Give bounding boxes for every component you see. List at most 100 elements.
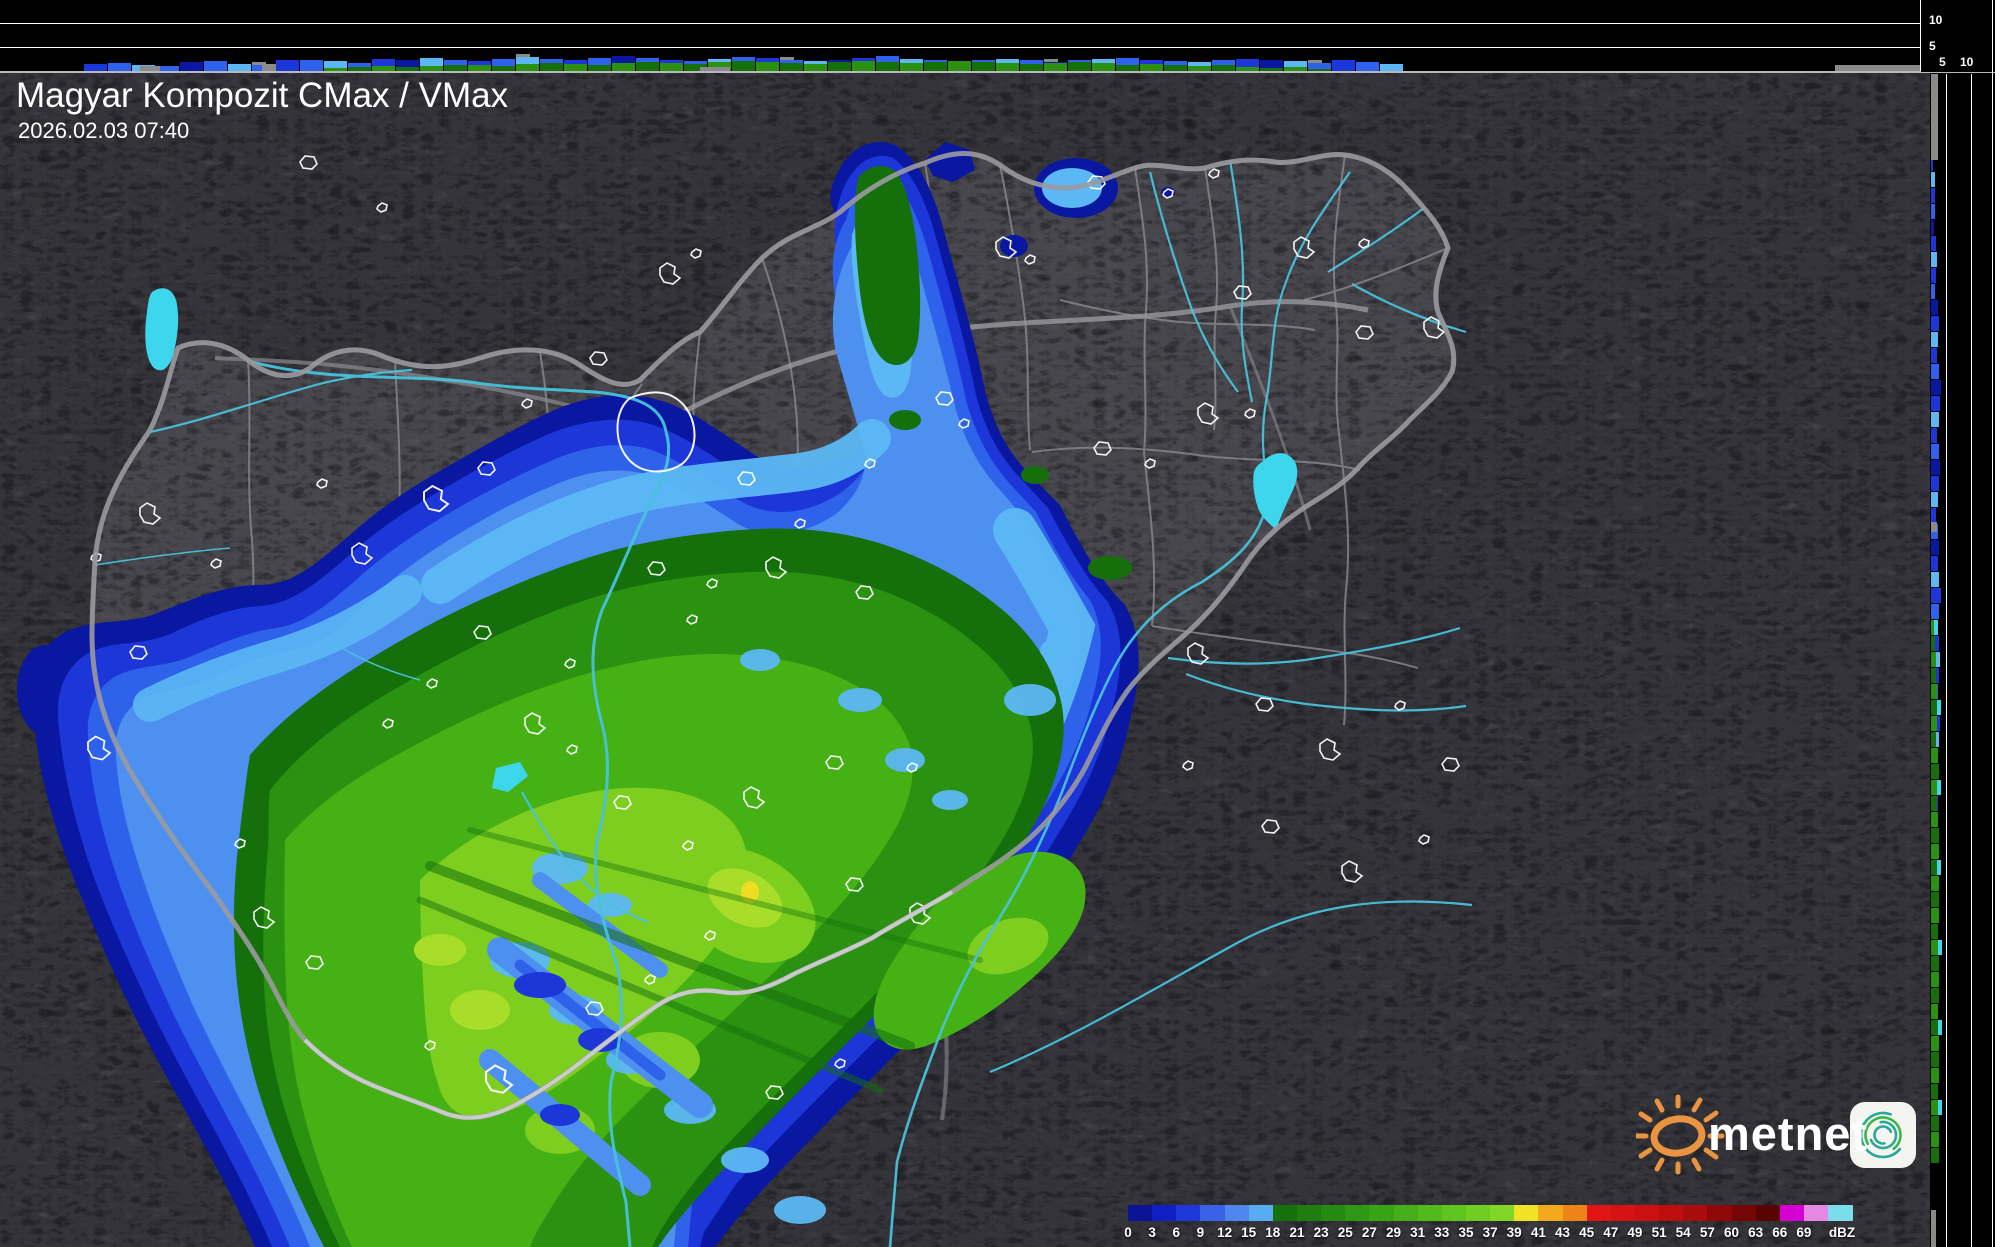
legend-swatch [1417,1205,1443,1221]
legend-tick-label: 3 [1148,1225,1156,1240]
echo-low-bar [732,61,755,71]
legend-swatch [1176,1205,1202,1221]
metnet-logo: metnet [1633,1092,1926,1176]
legend-tick-label: 31 [1410,1225,1426,1240]
legend-swatch [1779,1205,1805,1221]
terrain-blip [700,67,730,71]
echo-top-bar [1308,62,1331,71]
echo-low-bar [1931,988,1939,1003]
precipitation-field [17,142,1175,1247]
echo-top-bar [1931,508,1937,523]
echo-top-bar [1931,492,1938,507]
legend-swatch [1248,1205,1274,1221]
echo-low-bar [924,61,947,71]
echo-low-bar [1931,620,1935,635]
radar-map-canvas [0,72,1930,1247]
right-axis-tick-10: 10 [1960,55,1974,69]
legend-tick-label: 27 [1361,1225,1377,1240]
echo-low-bar [1260,67,1283,71]
legend-swatch [1393,1205,1419,1221]
legend-tick-label: 66 [1772,1225,1788,1240]
echo-top-bar [300,59,323,71]
echo-low-bar [1931,908,1939,923]
echo-low-bar [1931,1132,1939,1147]
terrain-profile-north [1931,74,1938,160]
echo-low-bar [1931,668,1936,683]
terrain-blip [262,64,276,71]
echo-top-bar [1931,172,1935,187]
echo-low-bar [1931,1100,1940,1115]
logo-graphics [1633,1094,1916,1175]
echo-top-bar [1931,284,1935,299]
echo-low-bar [1931,1116,1939,1131]
echo-low-bar [324,68,347,71]
echo-low-bar [1931,828,1939,843]
echo-low-bar [1931,1148,1940,1163]
legend-swatch [1659,1205,1684,1221]
legend-tick-label: 12 [1217,1225,1233,1240]
echo-top-bar [1931,268,1936,283]
legend-tick-label: 49 [1627,1225,1643,1240]
clutter-cap [1308,59,1322,63]
legend-tick-label: 35 [1458,1225,1474,1240]
cyan-fleck [1933,620,1938,635]
echo-low-bar [948,60,971,71]
lakes [145,288,1298,792]
echo-top-bar [1931,412,1939,427]
legend-swatch [1466,1205,1491,1221]
echo-top-bar [1931,588,1941,603]
echo-low-bar [1164,65,1187,71]
echo-low-bar [780,62,803,71]
echo-top-bar [1931,188,1936,203]
echo-top-bar [1332,60,1355,71]
cyan-fleck [1937,1020,1942,1035]
echo-low-bar [1931,748,1938,763]
echo-top-bar [1931,364,1940,379]
echo-top-bar [348,63,371,71]
legend-tick-label: 51 [1651,1225,1667,1240]
echo-low-bar [1931,684,1937,699]
echo-low-bar [420,65,443,71]
country-border [89,151,1457,1121]
reflectivity-legend: 0 3 6 9 12 15 18 21 23 25 27 29 31 33 35 37 39 41 43 45 47 49… [1124,1205,1888,1245]
legend-tick-label: 33 [1434,1225,1450,1240]
cyan-fleck [1936,700,1941,715]
echo-low-bar [1931,812,1938,827]
legend-tick-label: 41 [1530,1225,1546,1240]
echo-top-bar [324,61,347,71]
echo-top-bar [1931,156,1933,171]
right-edge-gridline [1992,0,1993,1247]
map-top-border [0,71,1995,73]
legend-swatch [1128,1205,1153,1221]
echo-top-bar [1380,63,1403,71]
echo-low-bar [1020,64,1043,71]
echo-low-bar [612,62,635,71]
logo-wordmark: metnet [1708,1107,1869,1160]
echo-low-bar [468,65,491,71]
echo-top-bar [1931,348,1937,363]
echo-low-bar [684,64,707,71]
legend-tick-label: 21 [1289,1225,1305,1240]
legend-tick-label: 43 [1554,1225,1571,1240]
echo-top-bar [1931,556,1938,571]
echo-top-bar [1931,252,1938,267]
radar-map [0,72,1930,1247]
legend-swatch [1345,1205,1371,1221]
echo-low-bar [996,63,1019,71]
echo-low-bar [1931,1036,1940,1051]
echo-top-bar [1356,61,1379,71]
cyan-fleck [1938,1100,1943,1115]
echo-low-bar [540,63,563,71]
legend-tick-label: 39 [1506,1225,1522,1240]
echo-low-bar [348,67,371,71]
page-title: Magyar Kompozit CMax / VMax [16,76,509,115]
echo-low-bar [1931,796,1938,811]
echo-low-bar [804,63,827,71]
echo-low-bar [1931,972,1939,987]
legend-swatch [1224,1205,1250,1221]
echo-low-bar [828,62,851,71]
legend-swatch [1828,1205,1853,1221]
echo-low-bar [396,66,419,71]
town-outlines [87,155,1460,1100]
